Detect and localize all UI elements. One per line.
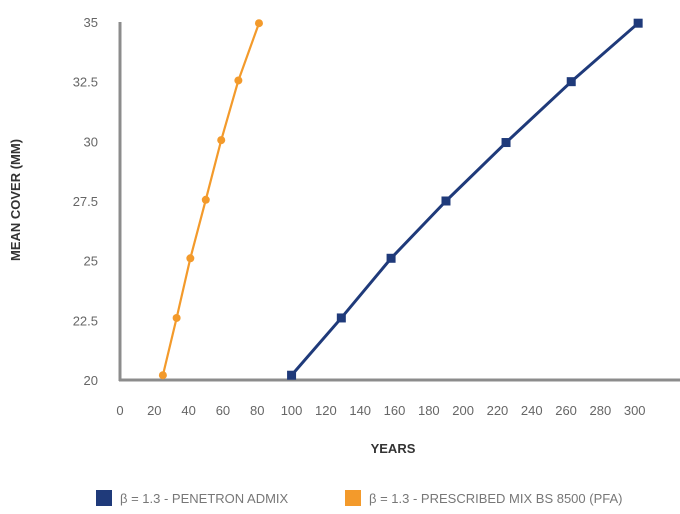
data-point [386, 253, 396, 263]
data-point [441, 196, 451, 206]
data-point [633, 18, 643, 28]
legend-label-penetron: β = 1.3 - PENETRON ADMIX [120, 491, 289, 506]
y-tick-label: 20 [84, 373, 98, 388]
data-point [336, 313, 346, 323]
y-tick-label: 30 [84, 134, 98, 149]
y-tick-label: 32.5 [73, 75, 98, 90]
x-tick-label: 240 [521, 403, 543, 418]
y-tick-label: 27.5 [73, 194, 98, 209]
legend-swatch-prescribed-mix [345, 490, 361, 506]
y-tick-label: 25 [84, 254, 98, 269]
data-point [254, 19, 263, 28]
series-layer [158, 18, 643, 380]
data-point [186, 254, 195, 263]
x-tick-label: 300 [624, 403, 646, 418]
x-tick-label: 20 [147, 403, 161, 418]
x-tick-label: 200 [452, 403, 474, 418]
data-point [217, 136, 226, 145]
series-0 [287, 18, 643, 380]
x-tick-label: 180 [418, 403, 440, 418]
data-point [234, 76, 243, 85]
x-tick-label: 260 [555, 403, 577, 418]
x-tick-label: 140 [349, 403, 371, 418]
x-tick-label: 40 [181, 403, 195, 418]
data-point [201, 195, 210, 204]
y-axis-ticks: 20 22.5 25 27.5 30 32.5 35 [73, 15, 98, 388]
data-point [566, 77, 576, 87]
legend: β = 1.3 - PENETRON ADMIX β = 1.3 - PRESC… [96, 490, 622, 506]
x-tick-label: 280 [590, 403, 612, 418]
data-point [501, 138, 511, 148]
y-tick-label: 35 [84, 15, 98, 30]
x-axis-title: YEARS [371, 441, 416, 456]
x-tick-label: 60 [216, 403, 230, 418]
series-1 [158, 19, 263, 380]
x-tick-label: 100 [281, 403, 303, 418]
y-axis-title: MEAN COVER (MM) [8, 139, 23, 261]
x-tick-label: 220 [487, 403, 509, 418]
data-point [158, 371, 167, 380]
x-axis-ticks: 0 20 40 60 80 100 120 140 160 180 200 220 240 260 280 3… [116, 403, 645, 418]
series-line [161, 22, 261, 376]
x-tick-label: 80 [250, 403, 264, 418]
x-tick-label: 120 [315, 403, 337, 418]
x-tick-label: 0 [116, 403, 123, 418]
data-point [287, 370, 297, 380]
data-point [172, 313, 181, 322]
x-tick-label: 160 [384, 403, 406, 418]
legend-swatch-penetron [96, 490, 112, 506]
legend-label-prescribed-mix: β = 1.3 - PRESCRIBED MIX BS 8500 (PFA) [369, 491, 622, 506]
y-tick-label: 22.5 [73, 313, 98, 328]
